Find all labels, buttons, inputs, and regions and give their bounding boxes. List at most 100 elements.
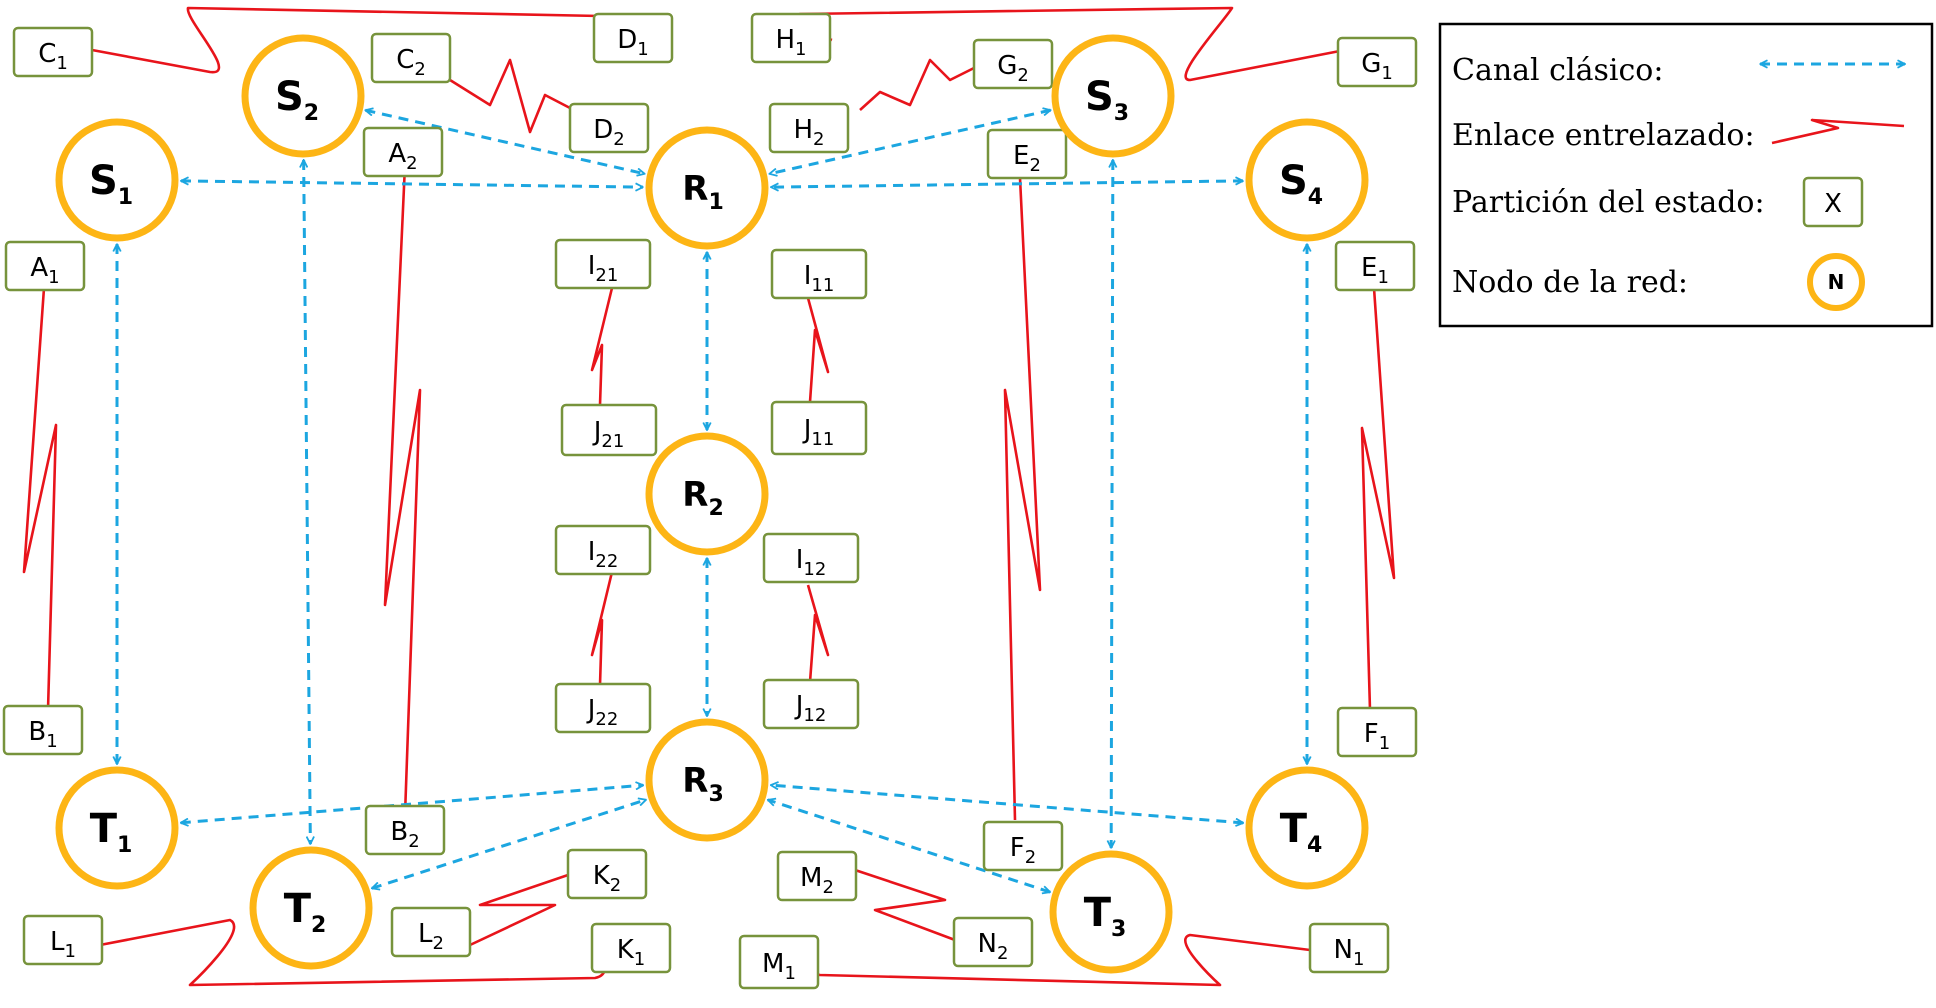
entangled-link-g2-h2 [859,58,981,111]
svg-text:F1: F1 [1364,719,1390,754]
legend-node-label: Nodo de la red: [1452,265,1688,300]
svg-text:L1: L1 [50,927,76,962]
partition-k1: K1 [590,922,672,974]
node-s2: S2 [241,34,365,158]
svg-text:S1: S1 [89,158,133,210]
svg-text:J11: J11 [802,415,835,450]
partition-e1: E1 [1334,240,1416,292]
entangled-link-i11-j11 [806,297,830,403]
entangled-link-a2-b2 [383,164,422,816]
svg-text:E1: E1 [1361,253,1389,288]
legend-entangled-sample [1771,118,1905,145]
partition-c2: C2 [370,32,452,84]
legend-entangled-label: Enlace entrelazado: [1452,118,1755,153]
classical-channel-t1-r3 [181,785,643,823]
classical-channels [117,110,1307,892]
svg-text:N: N [1828,270,1845,294]
node-t2: T2 [249,846,373,970]
partition-a1: A1 [4,240,86,292]
partition-g1: G1 [1336,36,1418,88]
node-s3: S3 [1051,34,1175,158]
partition-m2: M2 [776,850,858,902]
svg-text:R3: R3 [682,761,724,807]
svg-text:I11: I11 [804,261,835,296]
legend-partition-label: Partición del estado: [1452,185,1765,220]
svg-text:S3: S3 [1085,74,1129,126]
entangled-link-e1-f1 [1360,287,1396,711]
entangled-link-c2-d2 [449,58,571,134]
partition-a2: A2 [362,126,444,178]
partition-i12: I12 [762,532,860,584]
svg-text:T3: T3 [1084,890,1127,942]
partition-c1: C1 [12,26,94,78]
svg-text:C2: C2 [396,45,426,80]
partition-i21: I21 [554,238,652,290]
node-t1: T1 [55,766,179,890]
partition-d1: D1 [592,12,674,64]
network-nodes: S1 S2 S3 S4 R1 R2 R3 T1 [55,34,1369,974]
node-t3: T3 [1049,850,1173,974]
svg-text:B1: B1 [28,717,57,752]
partition-m1: M1 [738,934,820,990]
partition-j11: J11 [770,400,868,456]
svg-text:J12: J12 [794,691,827,726]
entangled-link-c1-d1 [91,6,623,74]
partition-l2: L2 [390,906,472,958]
classical-channel-t4-r3 [771,785,1243,823]
entangled-link-a1-b1 [22,287,58,711]
partition-b2: B2 [364,804,446,856]
entangled-link-m2-n2 [854,868,956,942]
partition-j21: J21 [560,403,658,457]
entangled-link-i22-j22 [590,571,614,686]
svg-text:M1: M1 [762,949,796,984]
classical-channel-s3-t3 [1111,160,1113,848]
svg-text:T2: T2 [284,886,327,938]
entangled-link-k2-l2 [469,873,569,947]
legend-frame [1438,22,1934,328]
legend-node-sample: N [1807,253,1865,311]
partition-g2: G2 [972,38,1054,90]
svg-text:X: X [1824,189,1842,219]
node-r2: R2 [645,432,769,556]
svg-text:S2: S2 [275,74,319,126]
svg-text:K1: K1 [617,935,646,970]
svg-text:J21: J21 [592,417,625,452]
classical-channel-s1-r1 [181,181,643,187]
entangled-link-e2-f2 [1003,177,1042,821]
partition-b1: B1 [2,704,84,756]
svg-text:G1: G1 [1361,49,1393,84]
svg-text:A2: A2 [388,139,417,174]
svg-text:M2: M2 [800,863,834,898]
entangled-link-i21-j21 [590,287,614,406]
svg-text:D2: D2 [593,115,624,150]
partition-h2: H2 [768,102,850,154]
partition-i22: I22 [554,524,652,576]
svg-text:T1: T1 [90,806,133,858]
svg-text:G2: G2 [997,51,1029,86]
node-s1: S1 [55,118,179,242]
svg-text:J22: J22 [586,695,619,730]
partition-e2: E2 [986,128,1068,180]
partition-f1: F1 [1336,706,1418,758]
svg-text:R1: R1 [682,169,724,215]
svg-text:S4: S4 [1279,158,1323,210]
partition-i11: I11 [770,248,868,300]
legend-classical-label: Canal clásico: [1452,53,1663,88]
svg-text:I21: I21 [588,251,619,286]
svg-text:K2: K2 [593,861,622,896]
entangled-link-i12-j12 [806,584,830,683]
svg-text:N1: N1 [1334,935,1365,970]
svg-text:H2: H2 [793,115,824,150]
node-r3: R3 [645,718,769,842]
node-s4: S4 [1245,118,1369,242]
classical-channel-s2-r1 [365,110,644,174]
svg-text:R2: R2 [682,475,724,521]
svg-text:I12: I12 [796,545,827,580]
legend: Canal clásico: Enlace entrelazado: Parti… [1438,22,1934,328]
classical-channel-s2-t2 [304,160,311,844]
partition-l1: L1 [22,914,104,966]
partition-d2: D2 [568,102,650,154]
node-r1: R1 [645,126,769,250]
classical-channel-s4-r1 [771,181,1243,187]
partition-f2: F2 [982,820,1064,872]
